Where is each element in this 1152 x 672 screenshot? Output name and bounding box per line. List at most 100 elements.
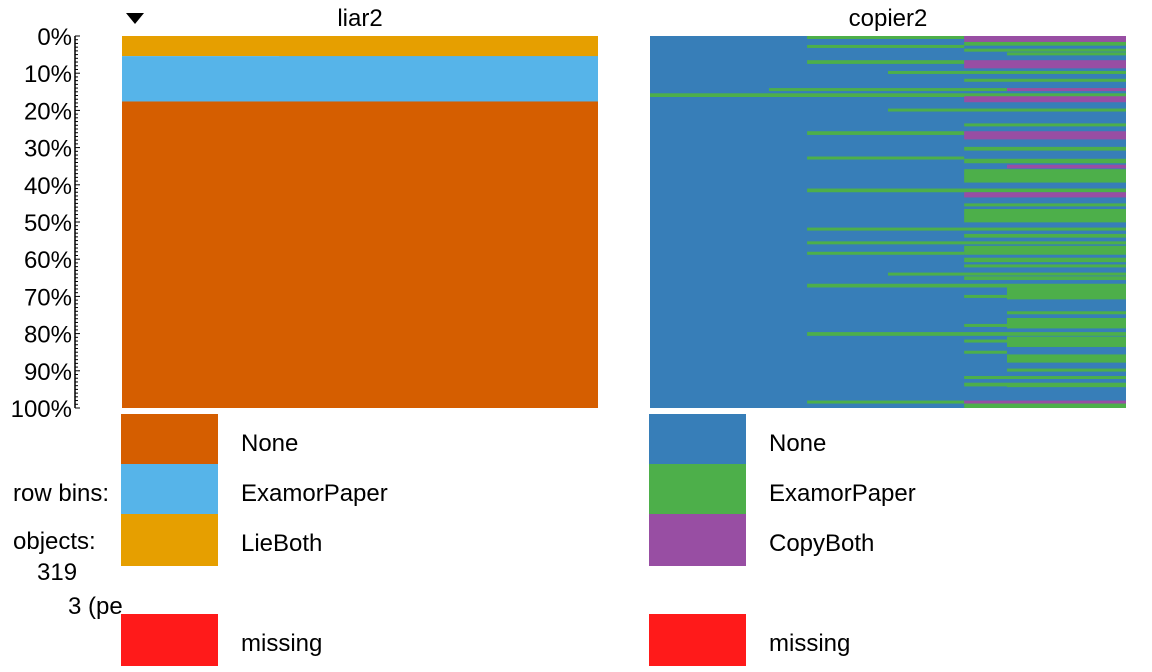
bin-ExamorPaper — [1007, 317, 1126, 329]
bin-ExamorPaper — [807, 283, 1126, 288]
bin-ExamorPaper — [807, 44, 965, 48]
bin-ExamorPaper — [964, 146, 1126, 151]
column-liar2: liar2 None ExamorPaper LieBoth missing — [121, 5, 598, 666]
legend-item: CopyBoth — [649, 514, 874, 566]
legend-swatch — [649, 414, 746, 466]
sort-descending-icon[interactable] — [126, 13, 144, 24]
bin-size-text: 3 (pe — [68, 593, 123, 620]
bin-ExamorPaper — [964, 264, 1126, 268]
legend-item: ExamorPaper — [121, 464, 388, 516]
bin-CopyBoth — [964, 36, 1126, 42]
bin-ExamorPaper — [964, 245, 1126, 255]
y-tick-label: 50% — [24, 210, 72, 237]
bin-ExamorPaper — [964, 169, 1126, 183]
y-tick-label: 10% — [24, 61, 72, 88]
bin-ExamorPaper — [807, 400, 965, 404]
legend-swatch — [121, 414, 218, 466]
legend-swatch — [121, 464, 218, 516]
bin-ExamorPaper — [769, 88, 1126, 92]
bin-ExamorPaper — [964, 382, 1007, 387]
objects-label: objects: — [13, 528, 96, 555]
bin-ExamorPaper — [964, 276, 1126, 281]
y-tick-label: 90% — [24, 359, 72, 386]
objects-count: 319 — [37, 559, 77, 586]
legend-swatch — [121, 614, 218, 666]
bin-ExamorPaper — [964, 48, 1126, 52]
y-tick-label: 40% — [24, 173, 72, 200]
legend-label: CopyBoth — [769, 530, 874, 557]
legend-item: ExamorPaper — [649, 464, 916, 516]
legend-label: missing — [769, 630, 850, 657]
legend-label: ExamorPaper — [241, 480, 388, 507]
column-title: copier2 — [849, 5, 928, 32]
y-tick-label: 60% — [24, 247, 72, 274]
bin-ExamorPaper — [888, 108, 1126, 112]
info-panel: row bins: objects: 319 3 (pe — [13, 480, 123, 620]
bin-ExamorPaper — [807, 251, 965, 255]
column-title: liar2 — [337, 5, 382, 32]
row-bins-label: row bins: — [13, 480, 109, 507]
bin-CopyBoth — [964, 192, 1126, 198]
bin-ExamorPaper — [964, 41, 1126, 46]
bin-CopyBoth — [964, 400, 1126, 404]
bin-ExamorPaper — [807, 131, 965, 135]
bin-ExamorPaper — [650, 93, 1126, 98]
bin-ExamorPaper — [964, 78, 1126, 82]
bin-CopyBoth — [964, 131, 1126, 140]
legend-label: LieBoth — [241, 530, 322, 557]
columns: liar2NoneExamorPaperLieBothmissingcopier… — [121, 5, 1126, 666]
bin-CopyBoth — [964, 60, 1126, 69]
bin-ExamorPaper — [964, 323, 1007, 327]
bin-CopyBoth — [1007, 164, 1126, 169]
bin-ExamorPaper — [964, 403, 1126, 408]
bin-ExamorPaper — [807, 188, 1126, 193]
bin-CopyBoth — [964, 96, 1126, 103]
y-tick-label: 30% — [24, 136, 72, 163]
column-copier2: copier2 None ExamorPaper CopyBoth missing — [649, 5, 1126, 666]
y-tick-label: 80% — [24, 322, 72, 349]
bin-ExamorPaper — [1007, 368, 1126, 372]
legend-item: missing — [121, 614, 322, 666]
bin-ExamorPaper — [964, 203, 1126, 207]
bin-ExamorPaper — [964, 257, 1126, 263]
legend-item: missing — [649, 614, 850, 666]
bin-ExamorPaper — [807, 241, 1126, 245]
legend-label: ExamorPaper — [769, 480, 916, 507]
legend-swatch — [649, 614, 746, 666]
bin-ExamorPaper — [807, 227, 1126, 231]
bin-ExamorPaper — [888, 272, 1126, 276]
bin-ExamorPaper — [1007, 336, 1126, 347]
legend-label: None — [241, 430, 298, 457]
bin-ExamorPaper — [888, 70, 1126, 74]
bin-ExamorPaper — [807, 60, 965, 64]
bin-ExamorPaper — [964, 339, 1007, 343]
legend-label: None — [769, 430, 826, 457]
bin-ExamorPaper — [807, 332, 1126, 336]
bin-None — [122, 101, 598, 409]
y-axis: 0% 10% 20% 30% 40% 50% 60% 70% 80% 90% 100% — [11, 24, 80, 423]
legend-swatch — [649, 514, 746, 566]
bin-ExamorPaper — [964, 233, 1126, 238]
bin-ExamorPaper — [1007, 354, 1126, 363]
legend-item: LieBoth — [121, 514, 322, 566]
bin-ExamorPaper — [1007, 311, 1126, 315]
bin-ExamorPaper — [964, 208, 1126, 223]
legend-item: None — [121, 414, 298, 466]
bin-ExamorPaper — [964, 158, 1126, 164]
legend-swatch — [121, 514, 218, 566]
legend-label: missing — [241, 630, 322, 657]
bin-ExamorPaper — [1007, 287, 1126, 300]
bin-ExamorPaper — [807, 156, 965, 160]
bin-ExamorPaper — [1007, 52, 1126, 56]
legend-item: None — [649, 414, 826, 466]
legend-swatch — [649, 464, 746, 516]
bin-ExamorPaper — [964, 376, 1126, 380]
y-tick-label: 0% — [37, 24, 72, 51]
bin-ExamorPaper — [1007, 382, 1126, 388]
y-tick-label: 70% — [24, 284, 72, 311]
bin-LieBoth — [279, 36, 598, 60]
bin-ExamorPaper — [279, 59, 598, 102]
bin-CopyBoth — [1007, 88, 1126, 92]
bin-ExamorPaper — [964, 350, 1007, 354]
